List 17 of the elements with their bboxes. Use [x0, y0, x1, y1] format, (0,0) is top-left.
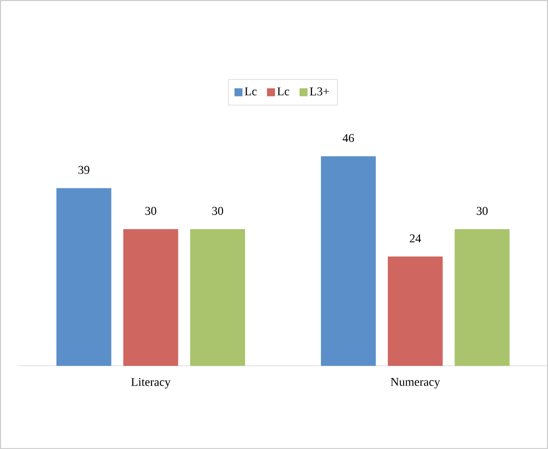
data-label: 46	[342, 134, 354, 142]
data-label: 30	[145, 206, 156, 215]
legend-label: Lc	[244, 87, 257, 96]
bar	[388, 256, 443, 366]
data-label: 24	[410, 234, 422, 242]
x-tick-label: Numeracy	[390, 378, 440, 388]
bar	[190, 229, 246, 366]
data-label: 30	[476, 206, 488, 215]
bar	[454, 229, 510, 366]
legend-label: L3+	[310, 87, 329, 96]
legend-label: Lc	[277, 87, 290, 96]
data-label: 39	[78, 166, 90, 174]
bar	[320, 156, 376, 366]
x-tick-label: Literacy	[131, 378, 171, 388]
bar	[123, 229, 178, 366]
bar	[56, 188, 112, 366]
data-label: 30	[212, 206, 224, 215]
